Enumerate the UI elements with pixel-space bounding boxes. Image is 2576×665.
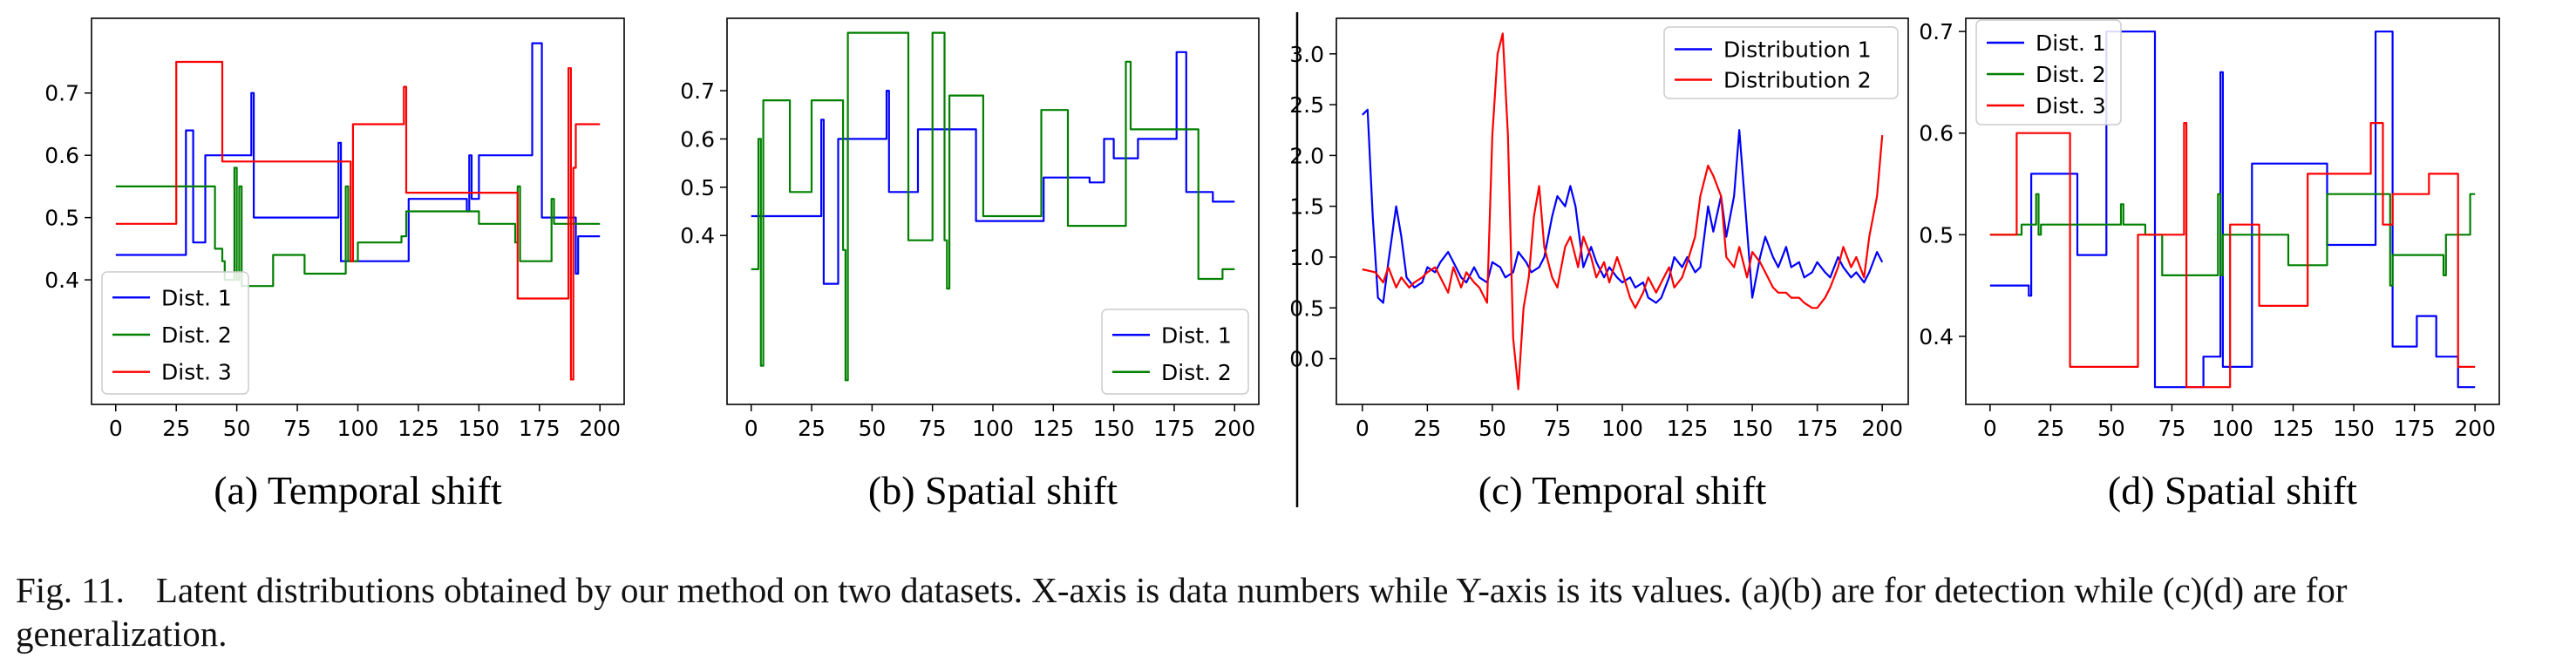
- chart-legend: Dist. 1 Dist. 2 Dist. 3: [101, 271, 249, 395]
- x-tick-label: 150: [459, 416, 500, 441]
- x-tick-label: 0: [1356, 416, 1370, 441]
- x-tick-label: 0: [109, 416, 123, 441]
- series-line-2: [1362, 32, 1884, 390]
- x-tick-label: 50: [1478, 416, 1506, 441]
- legend-label: Dist. 1: [1161, 322, 1232, 348]
- x-tick-label: 0: [1983, 416, 1997, 441]
- legend-label: Dist. 3: [161, 360, 232, 385]
- chart-legend: Distribution 1 Distribution 2: [1663, 26, 1899, 99]
- chart-legend: Dist. 1 Dist. 2 Dist. 3: [1975, 19, 2122, 126]
- x-tick-label: 200: [1861, 416, 1903, 441]
- subfigure-label: (d) Spatial shift: [2108, 468, 2357, 512]
- subfigure-label: (a) Temporal shift: [214, 468, 502, 512]
- subfigure-label: (c) Temporal shift: [1478, 468, 1767, 512]
- legend-box: [1975, 19, 2122, 126]
- y-tick-label: 0.6: [44, 143, 79, 168]
- x-tick-label: 100: [1601, 416, 1643, 441]
- y-tick-label: 3.0: [1289, 42, 1324, 67]
- x-tick-label: 25: [798, 416, 826, 441]
- series-line-3: [1989, 122, 2476, 389]
- x-tick-label: 150: [2333, 416, 2375, 441]
- x-tick-label: 200: [2454, 416, 2496, 441]
- y-tick-label: 0.7: [44, 81, 79, 106]
- series-line-1: [1362, 108, 1884, 304]
- x-tick-label: 75: [283, 416, 311, 441]
- y-tick-label: 0.7: [680, 78, 715, 104]
- x-tick-label: 75: [1544, 416, 1572, 441]
- x-tick-label: 125: [1032, 416, 1074, 441]
- x-tick-label: 125: [398, 416, 439, 441]
- x-tick-label: 100: [972, 416, 1014, 441]
- x-tick-label: 50: [2097, 416, 2125, 441]
- x-tick-label: 175: [1153, 416, 1195, 441]
- x-tick-label: 75: [2158, 416, 2186, 441]
- legend-label: Dist. 1: [161, 285, 232, 310]
- figure-caption: Fig. 11. Latent distributions obtained by…: [16, 568, 2561, 655]
- y-tick-label: 0.5: [1919, 222, 1954, 248]
- y-tick-label: 2.0: [1289, 143, 1324, 168]
- series-line-1: [115, 42, 601, 275]
- series-line-2: [751, 31, 1235, 382]
- chart-panel-3: 0 25 50 75 100 125 150 175 200 0.0 0.5 1.0 1.5 2.0 2.5…: [1289, 17, 1909, 512]
- y-tick-label: 0.4: [44, 268, 79, 293]
- chart-panel-2: 0 25 50 75 100 125 150 175 200 0.4 0.5 0.6 0.7 Dist. …: [680, 17, 1260, 512]
- legend-box: [1663, 26, 1899, 99]
- y-tick-label: 0.5: [680, 175, 715, 200]
- legend-label: Dist. 2: [161, 322, 232, 348]
- subfigure-label: (b) Spatial shift: [868, 468, 1118, 512]
- legend-label: Dist. 2: [1161, 360, 1232, 385]
- x-tick-label: 25: [1413, 416, 1441, 441]
- x-tick-label: 25: [162, 416, 190, 441]
- chart-legend: Dist. 1 Dist. 2: [1101, 309, 1249, 395]
- y-tick-label: 0.5: [44, 206, 79, 231]
- series-line-1: [1989, 31, 2476, 389]
- y-tick-label: 0.7: [1919, 19, 1954, 44]
- x-tick-label: 100: [2212, 416, 2253, 441]
- legend-label: Dist. 2: [2036, 62, 2106, 87]
- y-tick-label: 0.4: [680, 223, 715, 248]
- chart-panel-1: 0 25 50 75 100 125 150 175 200 0.4 0.5 0.6 0.7 Dist. …: [44, 17, 625, 512]
- x-tick-label: 200: [579, 416, 621, 441]
- series-line-2: [115, 166, 601, 288]
- legend-label: Distribution 2: [1723, 68, 1872, 93]
- y-tick-label: 1.5: [1289, 194, 1324, 220]
- x-tick-label: 75: [919, 416, 947, 441]
- y-tick-label: 0.0: [1289, 347, 1324, 372]
- x-tick-label: 50: [858, 416, 886, 441]
- y-tick-label: 2.5: [1289, 92, 1324, 118]
- legend-label: Distribution 1: [1723, 37, 1872, 63]
- x-tick-label: 175: [2394, 416, 2436, 441]
- y-tick-label: 0.5: [1289, 295, 1324, 321]
- y-tick-label: 0.6: [680, 126, 715, 152]
- legend-label: Dist. 1: [2036, 31, 2106, 56]
- x-tick-label: 175: [1797, 416, 1839, 441]
- x-tick-label: 50: [223, 416, 251, 441]
- x-tick-label: 25: [2036, 416, 2064, 441]
- x-tick-label: 150: [1093, 416, 1135, 441]
- x-tick-label: 200: [1213, 416, 1255, 441]
- x-tick-label: 150: [1731, 416, 1773, 441]
- x-tick-label: 125: [1667, 416, 1709, 441]
- figure-panels: 0 25 50 75 100 125 150 175 200 0.4 0.5 0.6 0.7 Dist. …: [44, 12, 2500, 512]
- caption-label: Fig. 11.: [16, 570, 125, 610]
- x-tick-label: 100: [337, 416, 379, 441]
- series-line-3: [115, 60, 601, 381]
- legend-box: [101, 271, 249, 395]
- x-tick-label: 125: [2273, 416, 2314, 441]
- y-tick-label: 0.4: [1919, 324, 1954, 349]
- series-line-2: [1989, 193, 2476, 287]
- x-tick-label: 0: [744, 416, 758, 441]
- y-tick-label: 0.6: [1919, 121, 1954, 146]
- caption-text: Latent distributions obtained by our met…: [16, 570, 2348, 654]
- series-line-1: [751, 51, 1235, 285]
- legend-label: Dist. 3: [2036, 93, 2106, 119]
- y-tick-label: 1.0: [1289, 245, 1324, 270]
- chart-panel-4: 0 25 50 75 100 125 150 175 200 0.4 0.5 0.6 0.7 Dist. …: [1919, 17, 2500, 512]
- x-tick-label: 175: [519, 416, 561, 441]
